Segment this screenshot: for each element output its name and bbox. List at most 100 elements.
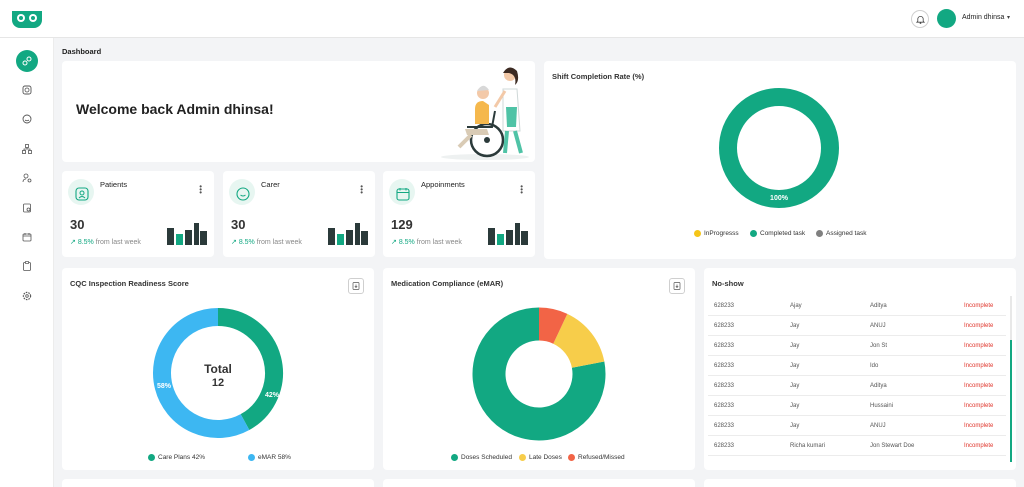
calendar-icon: [396, 188, 410, 201]
stat-value: 30: [231, 217, 246, 232]
app-logo[interactable]: [10, 7, 44, 31]
stat-title: Appoinments: [421, 180, 465, 189]
stat-value: 129: [391, 217, 413, 232]
username[interactable]: Admin dhinsa: [962, 14, 1005, 21]
cell-status: Incomplete: [964, 423, 994, 429]
cqc-donut-chart: Total 12 42% 58%: [153, 308, 283, 438]
mini-bar: [497, 234, 504, 245]
legend-item-doses-scheduled: Doses Scheduled: [451, 454, 512, 461]
stat-change-note: from last week: [95, 239, 141, 246]
sidebar-item-clipboard[interactable]: [16, 255, 38, 277]
legend-item-late-doses: Late Doses: [519, 454, 562, 461]
mini-bar: [200, 231, 207, 245]
cqc-readiness-card: CQC Inspection Readiness Score Total 12 …: [62, 268, 374, 470]
stat-change: ↗ 8.5% from last week: [391, 238, 462, 246]
settings-icon: [22, 291, 32, 301]
notification-button[interactable]: [911, 10, 929, 28]
cell-carer: Jay: [790, 343, 800, 349]
mini-bar: [355, 223, 360, 245]
download-icon: [673, 282, 681, 290]
mini-bar: [521, 231, 528, 245]
sidebar-item-hierarchy[interactable]: [16, 138, 38, 160]
legend-item-assigned: Assigned task: [816, 230, 866, 237]
stat-change-note: from last week: [256, 239, 302, 246]
calendar-icon: [22, 233, 32, 242]
stat-icon-bg: [229, 179, 255, 205]
cell-patient: Ido: [870, 363, 879, 369]
top-bar: Admin dhinsa ▾: [0, 0, 1024, 38]
stat-icon-bg: [68, 179, 94, 205]
legend-swatch: [568, 454, 575, 461]
stat-card-carer[interactable]: Carer • • • 30 ↗ 8.5% from last week: [223, 171, 375, 257]
sidebar-item-document[interactable]: [16, 197, 38, 219]
download-button[interactable]: [348, 278, 364, 294]
cell-id: 628233: [714, 323, 735, 329]
stat-change: ↗ 8.5% from last week: [70, 238, 141, 246]
download-button[interactable]: [669, 278, 685, 294]
stat-card-patients[interactable]: Patients • • • 30 ↗ 8.5% from last week: [62, 171, 214, 257]
table-row[interactable]: 628233 Richa kumari Jon Stewart Doe Incompl…: [708, 436, 1006, 456]
cqc-slice-1[interactable]: [153, 308, 250, 438]
sidebar-item-dashboard[interactable]: [16, 50, 38, 72]
more-options-icon[interactable]: • • •: [520, 182, 523, 197]
trend-up-icon: ↗: [70, 239, 76, 246]
stat-title: Patients: [100, 180, 128, 189]
mini-bar: [361, 231, 368, 245]
cell-id: 628233: [714, 443, 735, 449]
more-options-icon[interactable]: • • •: [199, 182, 202, 197]
cqc-total-value: 12: [212, 377, 224, 389]
trend-up-icon: ↗: [391, 239, 397, 246]
cell-id: 628233: [714, 403, 735, 409]
stat-title: Carer: [261, 180, 280, 189]
table-row[interactable]: 628233 Jay ANUJ Incomplete: [708, 316, 1006, 336]
sidebar-item-user-settings[interactable]: [16, 167, 38, 189]
legend-swatch: [750, 230, 757, 237]
scrollbar[interactable]: [1010, 296, 1012, 462]
mini-bar: [194, 223, 199, 245]
more-options-icon[interactable]: • • •: [360, 182, 363, 197]
cqc-data-label: 58%: [157, 383, 172, 390]
download-icon: [352, 282, 360, 290]
shift-data-label: 100%: [770, 195, 789, 202]
mini-bar: [515, 223, 520, 245]
chevron-down-icon[interactable]: ▾: [1007, 15, 1011, 21]
card-title: No-show: [712, 279, 744, 288]
medication-slice-1[interactable]: [552, 313, 605, 369]
legend-swatch: [694, 230, 701, 237]
table-row[interactable]: 628233 Jay ANUJ Incomplete: [708, 416, 1006, 436]
table-row[interactable]: 628233 Jay Aditya Incomplete: [708, 376, 1006, 396]
cell-status: Incomplete: [964, 363, 994, 369]
sidebar-item-settings[interactable]: [16, 285, 38, 307]
table-row[interactable]: 628233 Jay Ido Incomplete: [708, 356, 1006, 376]
table-row[interactable]: 628233 Ajay Aditya Incomplete: [708, 296, 1006, 316]
scrollbar-thumb[interactable]: [1010, 340, 1012, 462]
medication-slice-2[interactable]: [538, 307, 568, 345]
mini-bar: [346, 230, 353, 245]
medication-slice-0[interactable]: [472, 307, 606, 441]
cell-status: Incomplete: [964, 343, 994, 349]
stat-card-appointments[interactable]: Appoinments • • • 129 ↗ 8.5% from last wee…: [383, 171, 535, 257]
sidebar-item-clock[interactable]: [16, 79, 38, 101]
cell-id: 628233: [714, 383, 735, 389]
table-row[interactable]: 628233 Jay Jon St Incomplete: [708, 336, 1006, 356]
cell-patient: Aditya: [870, 303, 887, 309]
cqc-slice-0[interactable]: [217, 308, 283, 430]
sidebar-item-face[interactable]: [16, 108, 38, 130]
avatar[interactable]: [937, 9, 956, 28]
mini-bar: [488, 228, 495, 245]
table-row[interactable]: 628233 Jay Hussaini Incomplete: [708, 396, 1006, 416]
bottom-card: [62, 479, 374, 487]
mini-bar: [185, 230, 192, 245]
legend-swatch: [148, 454, 155, 461]
clipboard-icon: [23, 261, 31, 271]
sidebar-item-calendar[interactable]: [16, 226, 38, 248]
legend-item-inprogress: InProgresss: [694, 230, 739, 237]
cell-carer: Jay: [790, 383, 800, 389]
cell-carer: Jay: [790, 403, 800, 409]
welcome-text: Welcome back Admin dhinsa!: [76, 101, 274, 117]
stat-change-note: from last week: [416, 239, 462, 246]
legend-swatch: [451, 454, 458, 461]
bottom-card: [383, 479, 695, 487]
cell-carer: Richa kumari: [790, 443, 826, 449]
mini-bar-chart: [328, 223, 368, 245]
